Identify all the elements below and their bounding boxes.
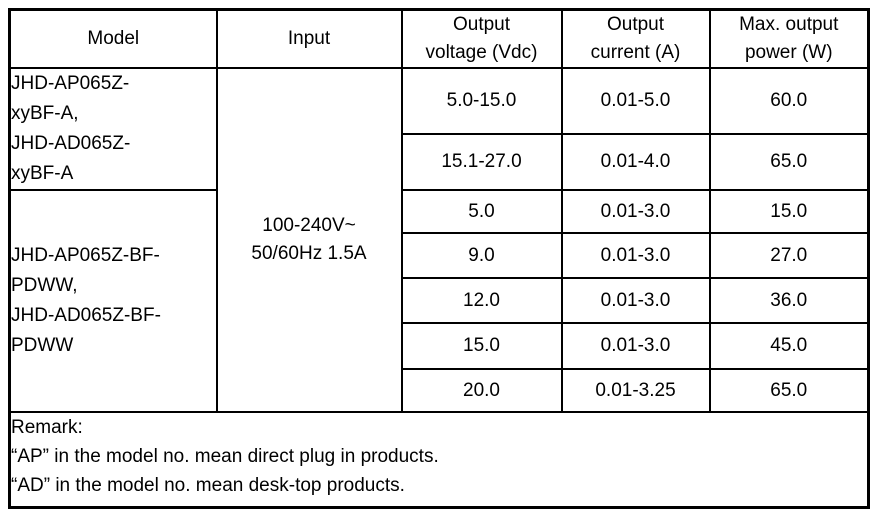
table-row: 20.0 0.01-3.25 65.0 xyxy=(10,368,870,413)
output-voltage-cell: 20.0 xyxy=(400,368,563,413)
remark-title: Remark: xyxy=(11,417,83,438)
remark-cell: Remark: “AP” in the model no. mean direc… xyxy=(8,411,870,508)
column-header-model: Model xyxy=(8,8,218,69)
remark-line-ap: “AP” in the model no. mean direct plug i… xyxy=(11,446,439,467)
output-voltage-cell: 9.0 xyxy=(400,232,563,279)
remark-row: Remark: “AP” in the model no. mean direc… xyxy=(8,411,870,508)
table-row: 15.1-27.0 0.01-4.0 65.0 xyxy=(10,133,870,191)
column-header-output-current: Output current (A) xyxy=(560,8,711,69)
output-voltage-cell: 5.0-15.0 xyxy=(400,66,563,136)
output-voltage-cell: 15.0 xyxy=(400,322,563,370)
max-power-cell: 65.0 xyxy=(708,368,870,413)
header-row: Model Input Output voltage (Vdc) Output … xyxy=(8,8,870,69)
output-current-cell: 0.01-3.0 xyxy=(560,277,711,324)
output-current-cell: 0.01-4.0 xyxy=(560,133,711,191)
max-power-cell: 36.0 xyxy=(708,277,870,324)
output-current-cell: 0.01-5.0 xyxy=(560,66,711,136)
max-power-cell: 45.0 xyxy=(708,322,870,370)
output-voltage-cell: 15.1-27.0 xyxy=(400,133,563,191)
output-current-cell: 0.01-3.0 xyxy=(560,232,711,279)
max-power-cell: 65.0 xyxy=(708,133,870,191)
max-power-cell: 60.0 xyxy=(708,66,870,136)
model-group2-cell: JHD-AP065Z-BF- PDWW, JHD-AD065Z-BF- PDWW xyxy=(8,189,218,413)
output-current-cell: 0.01-3.0 xyxy=(560,189,711,234)
column-header-output-voltage: Output voltage (Vdc) xyxy=(400,8,563,69)
max-power-cell: 27.0 xyxy=(708,232,870,279)
spec-table: Model Input Output voltage (Vdc) Output … xyxy=(8,8,870,509)
max-power-cell: 15.0 xyxy=(708,189,870,234)
output-current-cell: 0.01-3.0 xyxy=(560,322,711,370)
model-group1-cell: JHD-AP065Z- xyBF-A, JHD-AD065Z- xyBF-A xyxy=(8,67,218,191)
table-row: JHD-AP065Z- xyBF-A, JHD-AD065Z- xyBF-A 1… xyxy=(8,66,870,413)
output-voltage-cell: 5.0 xyxy=(400,189,563,234)
column-header-max-output-power: Max. output power (W) xyxy=(708,8,870,69)
table-row: 15.0 0.01-3.0 45.0 xyxy=(10,322,870,370)
remark-line-ad: “AD” in the model no. mean desk-top prod… xyxy=(11,475,405,496)
column-header-input: Input xyxy=(215,8,403,69)
table-row: 9.0 0.01-3.0 27.0 xyxy=(10,232,870,279)
output-voltage-cell: 12.0 xyxy=(400,277,563,324)
table-row: JHD-AP065Z-BF- PDWW, JHD-AD065Z-BF- PDWW… xyxy=(8,189,870,413)
output-current-cell: 0.01-3.25 xyxy=(560,368,711,413)
table-row: 12.0 0.01-3.0 36.0 xyxy=(10,277,870,324)
input-cell: 100-240V~ 50/60Hz 1.5A xyxy=(215,67,403,413)
